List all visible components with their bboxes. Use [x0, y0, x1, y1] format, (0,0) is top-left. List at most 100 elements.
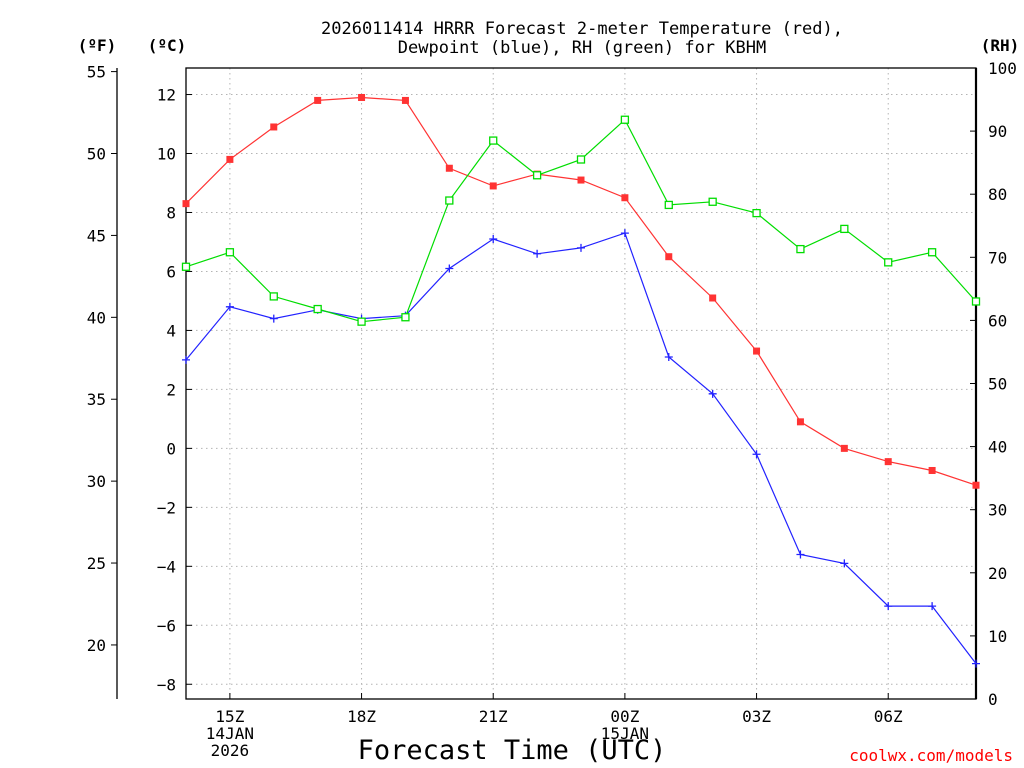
rh-tick-label: 70	[988, 248, 1007, 267]
fahrenheit-tick-label: 40	[87, 308, 106, 327]
dewpoint-point	[225, 302, 234, 311]
temperature-point	[270, 123, 278, 131]
fahrenheit-tick-label: 55	[87, 63, 106, 82]
dewpoint-point	[620, 229, 629, 238]
rh-line	[185, 118, 977, 323]
temperature-point	[358, 93, 366, 101]
dewpoint-point	[445, 264, 454, 273]
fahrenheit-unit-label: (ºF)	[78, 36, 117, 55]
rh-point	[708, 197, 717, 206]
rh-tick-label: 10	[988, 627, 1007, 646]
rh-tick-label: 0	[988, 690, 998, 709]
temperature-point	[182, 200, 190, 208]
time-tick-label: 18Z	[347, 707, 376, 726]
time-tick-label: 03Z	[742, 707, 771, 726]
dewpoint-point	[752, 450, 761, 459]
celsius-tick-label: 10	[157, 145, 176, 164]
rh-tick-label: 20	[988, 564, 1007, 583]
time-tick-label: 14JAN	[206, 724, 254, 743]
celsius-tick-label: −2	[157, 498, 176, 517]
dewpoint-point	[972, 659, 980, 668]
rh-tick-label: 80	[988, 185, 1007, 204]
rh-point	[796, 244, 805, 254]
series-layer	[181, 93, 981, 668]
rh-unit-label: (RH)	[981, 36, 1020, 55]
fahrenheit-tick-label: 45	[87, 226, 106, 245]
x-axis-title: Forecast Time (UTC)	[358, 735, 667, 766]
fahrenheit-tick-label: 25	[87, 554, 106, 573]
rh-tick-label: 60	[988, 311, 1007, 330]
dewpoint-point	[796, 550, 805, 559]
celsius-tick-label: −4	[157, 557, 176, 576]
temperature-point	[445, 164, 453, 172]
dewpoint-point	[533, 249, 542, 258]
rh-point	[532, 171, 542, 180]
dewpoint-point	[664, 352, 673, 361]
celsius-unit-label: (ºC)	[148, 36, 187, 55]
rh-point	[489, 136, 498, 145]
fahrenheit-tick-label: 30	[87, 472, 106, 491]
temperature-point	[401, 96, 409, 104]
dewpoint-point	[182, 355, 190, 364]
temperature-point	[796, 418, 804, 426]
dewpoint-point	[577, 243, 585, 252]
rh-point	[576, 155, 586, 164]
rh-tick-label: 100	[988, 59, 1017, 78]
chart-title-line-1: 2026011414 HRRR Forecast 2-meter Tempera…	[321, 19, 843, 39]
rh-point	[401, 313, 410, 322]
celsius-tick-label: −8	[157, 675, 176, 694]
celsius-tick-label: 2	[166, 380, 176, 399]
time-tick-label: 2026	[211, 741, 250, 760]
temperature-point	[577, 176, 585, 184]
temperature-point	[709, 294, 717, 302]
rh-point	[884, 258, 893, 267]
rh-tick-label: 90	[988, 122, 1007, 141]
dewpoint-point	[840, 559, 849, 568]
celsius-tick-label: 4	[166, 321, 176, 340]
celsius-tick-label: 12	[157, 86, 176, 105]
time-tick-label: 21Z	[479, 707, 508, 726]
fahrenheit-tick-label: 35	[87, 390, 106, 409]
temperature-point	[884, 458, 892, 466]
dewpoint-point	[884, 602, 893, 611]
rh-tick-label: 30	[988, 501, 1007, 520]
rh-point	[313, 304, 322, 314]
fahrenheit-tick-label: 20	[87, 636, 106, 655]
rh-point	[357, 317, 366, 326]
rh-point	[927, 248, 937, 257]
chart-title-line-2: Dewpoint (blue), RH (green) for KBHM	[398, 38, 766, 58]
rh-point	[620, 115, 630, 124]
celsius-tick-label: −6	[157, 616, 176, 635]
rh-tick-label: 50	[988, 375, 1007, 394]
temperature-point	[314, 96, 322, 104]
temperature-point	[489, 182, 497, 190]
time-tick-label: 15Z	[215, 707, 244, 726]
temperature-point	[972, 481, 980, 489]
temperature-point	[753, 347, 761, 355]
dewpoint-point	[269, 314, 278, 323]
credit-text: coolwx.com/models	[849, 746, 1013, 765]
series-rh	[181, 115, 981, 326]
rh-point	[971, 297, 981, 306]
dewpoint-point	[928, 602, 937, 611]
time-tick-label: 06Z	[874, 707, 903, 726]
rh-point	[752, 208, 761, 218]
time-tick-label: 00Z	[610, 707, 639, 726]
rh-tick-label: 40	[988, 438, 1007, 457]
dewpoint-point	[489, 235, 498, 244]
temperature-point	[665, 253, 673, 261]
fahrenheit-tick-label: 50	[87, 145, 106, 164]
rh-point	[269, 292, 278, 301]
temperature-point	[928, 466, 936, 474]
rh-point	[840, 224, 849, 234]
temperature-point	[840, 444, 848, 452]
time-tick-label: 15JAN	[601, 724, 649, 743]
rh-point	[225, 248, 235, 257]
celsius-tick-label: 8	[166, 203, 176, 222]
rh-point	[664, 200, 673, 210]
rh-point	[181, 262, 191, 271]
celsius-tick-label: 6	[166, 262, 176, 281]
dewpoint-point	[708, 389, 717, 398]
temperature-point	[226, 155, 234, 163]
